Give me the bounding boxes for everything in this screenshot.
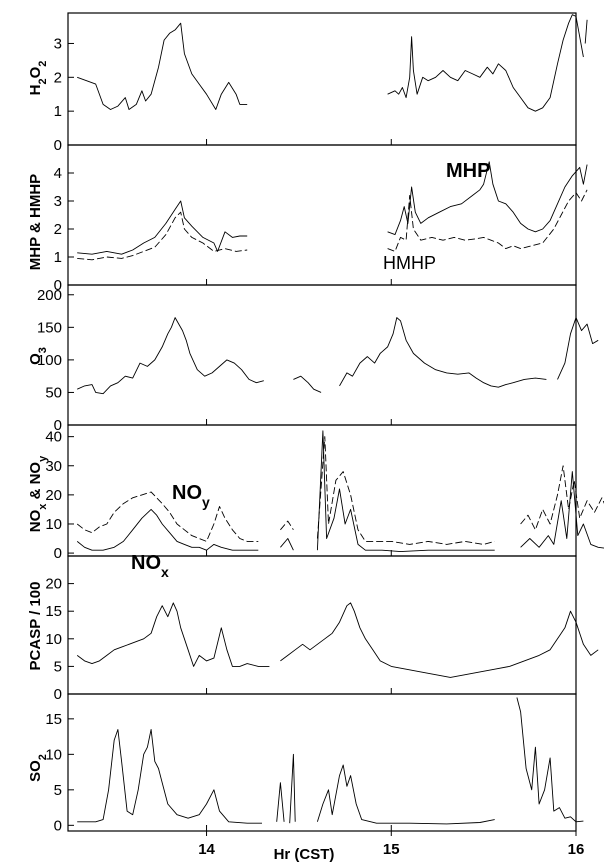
panel-frame-mhp bbox=[67, 144, 577, 286]
panel-frame-h2o2 bbox=[67, 12, 577, 146]
annotation-mhp: MHP bbox=[446, 160, 490, 182]
series-mhp-1-seg-1 bbox=[387, 189, 588, 252]
series-o3-0-seg-2 bbox=[339, 317, 547, 388]
ylabel-mhp: MHP & HMHP bbox=[27, 174, 44, 270]
series-pcasp-0-seg-0 bbox=[76, 602, 270, 667]
panel-so2: 0 5 10 15 bbox=[45, 693, 584, 834]
panel-pcasp: 0 5 10 15 20 bbox=[45, 555, 599, 703]
series-nox-0-seg-1 bbox=[280, 520, 294, 531]
panel-o3: 0 50 100 150 200 bbox=[37, 284, 599, 434]
ytick-label-nox-30: 30 bbox=[45, 458, 62, 475]
series-h2o2-0-seg-0 bbox=[77, 22, 248, 110]
annotation-hmhp: HMHP bbox=[383, 253, 436, 273]
series-nox-0-seg-3 bbox=[520, 465, 604, 531]
series-o3-0-seg-1 bbox=[293, 375, 322, 393]
panel-frame-o3 bbox=[67, 284, 577, 426]
panel-frame-so2 bbox=[67, 693, 577, 832]
ytick-label-so2-0: 0 bbox=[54, 817, 62, 834]
series-nox-1-seg-0 bbox=[76, 508, 259, 551]
panel-frame-pcasp bbox=[67, 555, 577, 695]
ytick-label-so2-15: 15 bbox=[45, 711, 62, 728]
ytick-label-o3-100: 100 bbox=[37, 352, 62, 369]
ytick-label-pcasp-5: 5 bbox=[54, 658, 62, 675]
ytick-label-h2o2-2: 2 bbox=[54, 69, 62, 86]
ytick-label-mhp-3: 3 bbox=[54, 193, 62, 210]
xtick-label-16: 16 bbox=[568, 841, 585, 858]
series-nox-1-seg-1 bbox=[280, 538, 294, 551]
ytick-label-h2o2-3: 3 bbox=[54, 35, 62, 52]
series-so2-0-seg-4 bbox=[516, 697, 584, 823]
series-so2-0-seg-2 bbox=[289, 753, 296, 824]
series-nox-1-seg-2 bbox=[316, 430, 495, 553]
ytick-label-pcasp-0: 0 bbox=[54, 686, 62, 703]
x-axis: 14 15 16 bbox=[198, 831, 584, 858]
annotation-nox: NOx bbox=[131, 552, 169, 580]
xlabel: Hr (CST) bbox=[274, 846, 335, 863]
series-nox-0-seg-0 bbox=[76, 491, 259, 542]
series-o3-0-seg-0 bbox=[77, 317, 264, 395]
ytick-label-mhp-0: 0 bbox=[54, 277, 62, 294]
panel-mhp: 0 1 2 3 4 bbox=[54, 144, 588, 294]
panel-nox: 0 10 20 30 40 bbox=[45, 424, 604, 562]
panel-h2o2: 0 1 2 3 bbox=[54, 12, 588, 154]
ytick-label-pcasp-10: 10 bbox=[45, 631, 62, 648]
annotation-noy: NOy bbox=[172, 482, 210, 510]
ytick-label-pcasp-20: 20 bbox=[45, 576, 62, 593]
ytick-label-h2o2-1: 1 bbox=[54, 103, 62, 120]
series-so2-0-seg-3 bbox=[316, 764, 495, 825]
ylabel-o3: O3 bbox=[27, 347, 49, 365]
axis-labels: H2O2 MHP & HMHP O3 NOx & NOy PCASP / 100… bbox=[27, 61, 490, 863]
ytick-label-mhp-2: 2 bbox=[54, 221, 62, 238]
series-o3-0-seg-3 bbox=[557, 317, 599, 380]
ytick-label-so2-10: 10 bbox=[45, 746, 62, 763]
ytick-label-so2-5: 5 bbox=[54, 782, 62, 799]
ytick-label-o3-50: 50 bbox=[45, 384, 62, 401]
series-mhp-0-seg-0 bbox=[77, 200, 248, 255]
ytick-label-pcasp-15: 15 bbox=[45, 603, 62, 620]
ylabel-so2: SO2 bbox=[27, 754, 49, 782]
series-mhp-0-seg-1 bbox=[387, 161, 588, 236]
series-pcasp-0-seg-1 bbox=[280, 602, 599, 678]
ytick-label-nox-10: 10 bbox=[45, 516, 62, 533]
xtick-label-14: 14 bbox=[198, 841, 215, 858]
ytick-label-nox-20: 20 bbox=[45, 487, 62, 504]
series-so2-0-seg-0 bbox=[77, 729, 262, 824]
ylabel-pcasp: PCASP / 100 bbox=[27, 582, 44, 671]
series-nox-1-seg-3 bbox=[520, 471, 604, 549]
ytick-label-o3-0: 0 bbox=[54, 417, 62, 434]
series-mhp-1-seg-0 bbox=[77, 211, 248, 261]
ytick-label-h2o2-0: 0 bbox=[54, 137, 62, 154]
series-h2o2-0-seg-2 bbox=[584, 19, 588, 44]
chart-panels: 0123012340501001502000102030400510152005… bbox=[37, 12, 604, 834]
ytick-label-o3-200: 200 bbox=[37, 287, 62, 304]
ylabel-nox: NOx & NOy bbox=[27, 455, 49, 532]
series-so2-0-seg-1 bbox=[276, 782, 285, 822]
ytick-label-mhp-4: 4 bbox=[54, 165, 62, 182]
series-nox-0-seg-2 bbox=[316, 436, 495, 545]
ytick-label-nox-40: 40 bbox=[45, 429, 62, 446]
ytick-label-o3-150: 150 bbox=[37, 319, 62, 336]
xtick-label-15: 15 bbox=[383, 841, 400, 858]
ylabel-h2o2: H2O2 bbox=[27, 61, 49, 96]
ytick-label-nox-0: 0 bbox=[54, 545, 62, 562]
series-h2o2-0-seg-1 bbox=[387, 14, 584, 112]
ytick-label-mhp-1: 1 bbox=[54, 249, 62, 266]
